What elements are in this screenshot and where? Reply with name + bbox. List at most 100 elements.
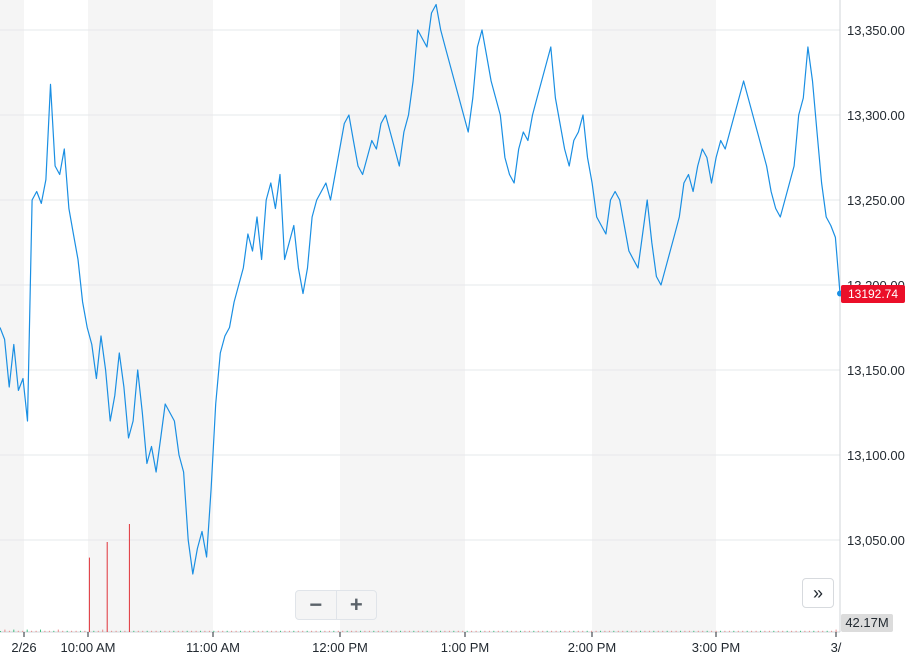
volume-bar <box>533 630 535 632</box>
volume-bar <box>102 629 104 632</box>
volume-bar <box>817 630 819 632</box>
volume-bar <box>448 630 450 632</box>
volume-bar <box>684 630 686 632</box>
volume-bar <box>791 630 793 632</box>
volume-bar <box>257 630 259 632</box>
volume-bar <box>244 630 246 632</box>
volume-bar <box>457 630 459 632</box>
volume-bar <box>80 630 81 632</box>
volume-bar <box>284 630 286 632</box>
zoom-out-button[interactable]: − <box>296 591 336 619</box>
volume-bar <box>626 630 628 632</box>
volume-bar <box>57 629 59 632</box>
minus-icon: − <box>309 592 323 617</box>
volume-bar <box>737 630 739 632</box>
volume-bar <box>648 630 650 632</box>
volume-bar <box>804 630 806 632</box>
volume-bar <box>426 630 428 632</box>
volume-bar <box>715 630 717 632</box>
session-band <box>0 0 24 632</box>
volume-bar <box>75 630 77 632</box>
volume-bar <box>417 630 419 632</box>
volume-bar <box>471 630 473 632</box>
volume-bar <box>226 630 228 632</box>
volume-bar <box>484 630 486 632</box>
volume-bar <box>653 630 655 632</box>
volume-bar <box>124 630 126 632</box>
volume-bar <box>13 629 15 632</box>
zoom-in-button[interactable]: + <box>335 591 377 619</box>
volume-bar <box>586 630 588 632</box>
volume-bar <box>604 630 606 632</box>
double-chevron-right-icon: » <box>812 582 823 603</box>
last-price-badge: 13192.74 <box>841 284 905 303</box>
x-tick-label: 12:00 PM <box>312 640 368 655</box>
volume-bar <box>31 630 33 632</box>
volume-bar <box>342 630 344 632</box>
volume-bar <box>4 629 6 632</box>
volume-bar <box>297 630 299 632</box>
volume-bar <box>808 630 810 632</box>
volume-bar <box>293 630 295 632</box>
volume-bar <box>44 630 46 632</box>
volume-bar <box>600 630 601 632</box>
volume-bar <box>200 630 201 632</box>
volume-bar <box>84 630 86 632</box>
volume-bar <box>671 630 673 632</box>
expand-range-button[interactable]: » <box>802 578 834 608</box>
y-tick-label: 13,350.00 <box>847 23 905 38</box>
volume-bar <box>702 630 704 632</box>
volume-bar <box>115 630 117 632</box>
volume-bar <box>373 630 375 632</box>
volume-bar <box>520 630 521 632</box>
volume-bar <box>48 630 50 632</box>
volume-bar <box>608 630 610 632</box>
volume-bar <box>431 630 433 632</box>
x-tick-label: 1:00 PM <box>441 640 489 655</box>
volume-bar <box>360 630 361 632</box>
volume-bar <box>444 630 446 632</box>
volume-bar <box>217 630 219 632</box>
volume-bar <box>111 630 113 632</box>
volume-bar <box>40 629 41 632</box>
volume-bar <box>662 630 664 632</box>
volume-bar <box>706 630 708 632</box>
volume-bar <box>475 630 477 632</box>
volume-bar <box>488 630 490 632</box>
volume-bar <box>128 524 130 632</box>
x-tick-label: 3/ <box>831 640 842 655</box>
volume-bar <box>400 630 401 632</box>
volume-bar <box>493 630 495 632</box>
volume-bar <box>640 630 641 632</box>
x-tick-label: 11:00 AM <box>186 640 240 655</box>
volume-bar <box>404 630 406 632</box>
volume-bar <box>577 630 579 632</box>
volume-bar <box>546 630 548 632</box>
volume-bar <box>208 630 210 632</box>
x-tick-label: 2:00 PM <box>568 640 616 655</box>
volume-bar <box>813 630 815 632</box>
volume-bar <box>831 630 833 632</box>
volume-bar <box>537 630 539 632</box>
volume-bar <box>582 630 584 632</box>
volume-bar <box>435 630 437 632</box>
volume-bar <box>693 630 695 632</box>
volume-bar <box>542 630 544 632</box>
volume-bar <box>351 630 353 632</box>
volume-bar <box>133 630 135 632</box>
volume-bar <box>71 630 73 632</box>
volume-bar <box>22 630 24 632</box>
volume-bar <box>480 630 481 632</box>
volume-bar <box>93 630 95 632</box>
volume-bar <box>231 630 233 632</box>
x-tick-label: 10:00 AM <box>61 640 116 655</box>
volume-bar <box>346 630 348 632</box>
session-band <box>88 0 213 632</box>
volume-bar <box>622 630 624 632</box>
volume-bar <box>186 630 188 632</box>
volume-bar <box>26 629 28 632</box>
volume-bar <box>746 630 748 632</box>
volume-bar <box>168 630 170 632</box>
